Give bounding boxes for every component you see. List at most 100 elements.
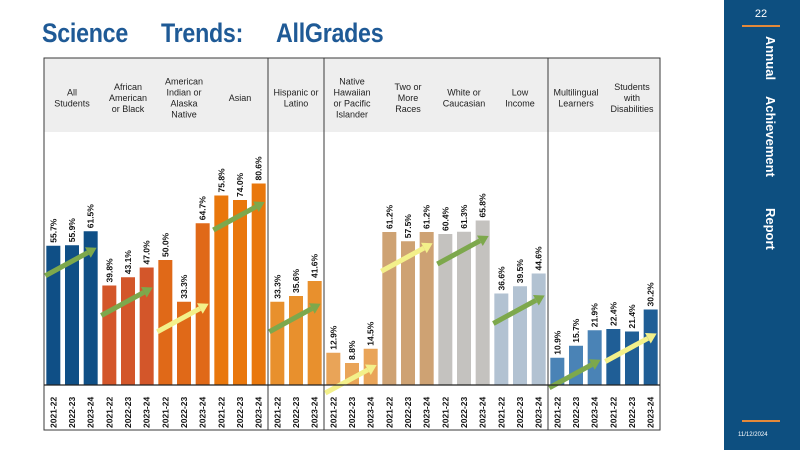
- bar: [307, 281, 322, 385]
- trend-arrow-head: [309, 303, 321, 314]
- x-tick-label: 2022-23: [627, 397, 637, 428]
- bar: [569, 345, 583, 385]
- data-label: 50.0%: [160, 232, 170, 257]
- trend-arrow: [548, 359, 601, 390]
- category-label: American Indian or Alaska Native: [165, 77, 203, 120]
- data-label: 10.9%: [552, 330, 562, 355]
- trend-arrow-shaft: [100, 290, 146, 318]
- x-tick-label: 2021-22: [48, 397, 58, 428]
- trend-arrow: [380, 242, 433, 274]
- title-allgrades: AllGrades: [276, 18, 384, 48]
- trend-arrow: [604, 333, 657, 364]
- category-label: Hispanic or Latino: [273, 88, 318, 109]
- bar: [494, 293, 509, 385]
- trend-arrow: [436, 235, 489, 267]
- sidebar-bottom-line: [742, 420, 780, 422]
- x-tick-label: 2023-24: [142, 397, 152, 428]
- trend-arrow: [492, 295, 545, 326]
- x-tick-label: 2021-22: [384, 397, 394, 428]
- bar: [233, 200, 247, 385]
- x-tick-label: 2023-24: [478, 397, 488, 428]
- bar: [214, 195, 229, 385]
- data-label: 41.6%: [310, 253, 320, 278]
- data-label: 44.6%: [534, 246, 544, 271]
- x-tick-label: 2023-24: [254, 397, 264, 428]
- data-label: 8.8%: [347, 340, 357, 360]
- trend-arrow-shaft: [268, 306, 314, 334]
- category-label: Two or More Races: [394, 82, 421, 114]
- x-tick-label: 2023-24: [534, 397, 544, 428]
- x-tick-label: 2021-22: [160, 397, 170, 428]
- trend-arrow-shaft: [156, 306, 202, 334]
- category-label: White or Caucasian: [443, 88, 486, 109]
- data-label: 15.7%: [571, 318, 581, 343]
- bar: [643, 309, 658, 385]
- data-label: 21.9%: [590, 303, 600, 328]
- category-label: Native Hawaiian or Pacific Islander: [333, 77, 371, 120]
- bar: [550, 357, 565, 385]
- bar: [475, 220, 490, 385]
- data-label: 47.0%: [142, 240, 152, 265]
- bar: [139, 267, 154, 385]
- data-label: 74.0%: [235, 172, 245, 197]
- data-label: 35.6%: [291, 268, 301, 293]
- bar: [289, 296, 303, 385]
- trend-arrow-head: [197, 303, 209, 314]
- x-tick-label: 2023-24: [310, 397, 320, 428]
- bar: [121, 277, 135, 385]
- x-tick-label: 2022-23: [235, 397, 245, 428]
- sidebar-date: 11/12/2024: [738, 432, 768, 438]
- trend-arrow-shaft: [548, 362, 594, 390]
- x-tick-label: 2021-22: [216, 397, 226, 428]
- trend-arrow-shaft: [604, 336, 650, 364]
- trend-arrow: [156, 303, 209, 334]
- category-label: Asian: [229, 93, 252, 103]
- data-label: 65.8%: [478, 193, 488, 218]
- x-tick-label: 2023-24: [422, 397, 432, 428]
- category-label: Students with Disabilities: [610, 82, 654, 114]
- x-tick-label: 2022-23: [123, 397, 133, 428]
- trend-arrow: [324, 364, 377, 396]
- sidebar-top-line: [742, 25, 780, 27]
- trend-arrow-head: [253, 201, 265, 213]
- category-label: Multilingual Learners: [553, 88, 598, 109]
- x-tick-label: 2023-24: [366, 397, 376, 428]
- trend-arrow: [44, 247, 97, 278]
- trend-arrow-head: [645, 333, 657, 344]
- trend-arrow: [268, 303, 321, 334]
- trend-arrow: [100, 287, 153, 318]
- trend-arrow-shaft: [212, 204, 258, 233]
- x-tick-label: 2022-23: [179, 397, 189, 428]
- bar: [251, 183, 266, 385]
- x-tick-label: 2021-22: [328, 397, 338, 428]
- trend-arrow-shaft: [380, 245, 426, 274]
- bar: [46, 245, 61, 385]
- category-label: All Students: [54, 88, 90, 109]
- data-label: 75.8%: [216, 168, 226, 193]
- data-label: 36.6%: [496, 266, 506, 291]
- trend-arrow-shaft: [324, 367, 370, 396]
- bar: [65, 245, 79, 385]
- bar: [419, 232, 434, 385]
- data-label: 80.6%: [254, 156, 264, 181]
- header-band: [44, 58, 660, 132]
- bar: [625, 331, 639, 385]
- data-label: 61.2%: [422, 204, 432, 229]
- x-tick-label: 2022-23: [403, 397, 413, 428]
- bar: [326, 352, 341, 385]
- trend-arrow-shaft: [436, 238, 482, 267]
- x-tick-label: 2023-24: [198, 397, 208, 428]
- category-label: Low Income: [505, 88, 535, 109]
- x-tick-label: 2023-24: [590, 397, 600, 428]
- sidebar-word-report: Report: [763, 208, 778, 250]
- trend-arrow-shaft: [44, 250, 90, 278]
- bar: [102, 285, 117, 385]
- x-tick-label: 2021-22: [440, 397, 450, 428]
- title-trends: Trends:: [161, 18, 244, 48]
- trend-arrow-head: [533, 295, 545, 306]
- trend-arrow-head: [421, 242, 433, 254]
- trend-arrow-head: [365, 364, 377, 376]
- data-label: 33.3%: [272, 274, 282, 299]
- data-label: 22.4%: [608, 301, 618, 326]
